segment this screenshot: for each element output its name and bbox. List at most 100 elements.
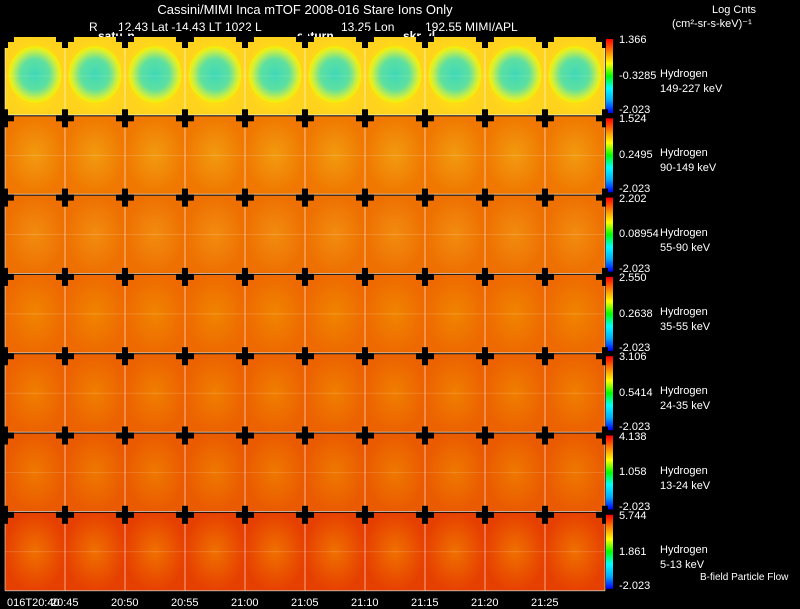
intensity-blob xyxy=(128,46,182,103)
species-label: Hydrogen xyxy=(660,68,708,80)
intensity-blob xyxy=(308,46,362,103)
intensity-blob xyxy=(68,46,122,103)
heatmap-frame xyxy=(65,116,125,195)
crosshair-marker xyxy=(2,505,8,524)
crosshair-marker xyxy=(242,426,248,445)
colorbar-min-label: -2.023 xyxy=(619,341,651,354)
x-tick-label: 21:15 xyxy=(411,597,439,609)
x-tick-label: 21:00 xyxy=(231,597,259,609)
footer-note: B-field Particle Flow xyxy=(700,572,789,583)
crosshair-marker xyxy=(482,426,488,445)
crosshair-marker xyxy=(542,109,548,128)
crosshair-marker xyxy=(62,426,68,445)
crosshair-marker xyxy=(302,30,308,48)
crosshair-marker xyxy=(242,505,248,524)
heatmap-frame xyxy=(545,195,605,274)
crosshair-marker xyxy=(602,30,608,48)
colorbar xyxy=(606,356,613,431)
crosshair-marker xyxy=(422,426,428,445)
species-label: Hydrogen xyxy=(660,226,708,239)
heatmap-frame xyxy=(365,274,425,353)
crosshair-marker xyxy=(422,267,428,286)
crosshair-marker xyxy=(242,30,248,48)
chart-title: Cassini/MIMI Inca mTOF 2008-016 Stare Io… xyxy=(157,2,453,17)
colorbar xyxy=(606,276,613,351)
intensity-blob xyxy=(368,46,422,103)
x-tick-label: 20:50 xyxy=(111,597,139,609)
heatmap-frame xyxy=(365,354,425,433)
crosshair-marker xyxy=(122,347,128,366)
colorbar-mid-label: 0.2638 xyxy=(619,307,653,320)
crosshair-marker xyxy=(2,30,8,48)
crosshair-marker xyxy=(422,30,428,48)
crosshair-marker xyxy=(182,188,188,207)
crosshair-marker xyxy=(362,505,368,524)
energy-label: 35-55 keV xyxy=(660,320,711,333)
crosshair-marker xyxy=(602,347,608,366)
energy-label: 149-227 keV xyxy=(660,83,723,95)
mimi-readout: 192.55 MIMI/APL xyxy=(425,20,518,34)
crosshair-marker xyxy=(362,426,368,445)
species-label: Hydrogen xyxy=(660,543,708,556)
crosshair-marker xyxy=(362,347,368,366)
heatmap-frame xyxy=(65,354,125,433)
crosshair-marker xyxy=(2,347,8,366)
colorbar-mid-label: 0.08954 xyxy=(619,228,659,241)
crosshair-marker xyxy=(542,30,548,48)
energy-label: 13-24 keV xyxy=(660,479,711,492)
heatmap-frame xyxy=(305,354,365,433)
crosshair-marker xyxy=(182,505,188,524)
crosshair-marker xyxy=(542,347,548,366)
heatmap-frame xyxy=(245,195,305,274)
crosshair-marker xyxy=(122,505,128,524)
heatmap-frame xyxy=(125,512,185,591)
heatmap-frame xyxy=(545,433,605,512)
crosshair-marker xyxy=(62,109,68,128)
colorbar-min-label: -2.023 xyxy=(619,104,651,116)
heatmap-frame xyxy=(305,195,365,274)
heatmap-frame xyxy=(545,274,605,353)
crosshair-marker xyxy=(182,109,188,128)
crosshair-marker xyxy=(482,347,488,366)
crosshair-marker xyxy=(62,347,68,366)
crosshair-marker xyxy=(542,426,548,445)
heatmap-frame xyxy=(305,116,365,195)
heatmap-frame xyxy=(305,512,365,591)
colorbar xyxy=(606,514,613,589)
colorbar-mid-label: 1.058 xyxy=(619,466,647,479)
heatmap-frame xyxy=(65,274,125,353)
colorbar-max-label: 1.366 xyxy=(619,34,647,46)
crosshair-marker xyxy=(482,109,488,128)
heatmap-frame xyxy=(425,512,485,591)
crosshair-marker xyxy=(602,188,608,207)
crosshair-marker xyxy=(62,30,68,48)
heatmap-frame xyxy=(125,354,185,433)
heatmap-frame xyxy=(425,195,485,274)
crosshair-marker xyxy=(302,505,308,524)
heatmap-frame xyxy=(185,195,245,274)
heatmap-frame xyxy=(485,433,545,512)
crosshair-marker xyxy=(362,267,368,286)
heatmap-frame xyxy=(5,433,65,512)
heatmap-frame xyxy=(5,195,65,274)
intensity-blob xyxy=(188,46,242,103)
crosshair-marker xyxy=(422,505,428,524)
heatmap-frame xyxy=(5,116,65,195)
heatmap-frame xyxy=(365,116,425,195)
crosshair-marker xyxy=(542,188,548,207)
heatmap-frame xyxy=(65,195,125,274)
crosshair-marker xyxy=(302,188,308,207)
heatmap-frame xyxy=(485,116,545,195)
heatmap-frame xyxy=(65,512,125,591)
crosshair-marker xyxy=(62,267,68,286)
crosshair-marker xyxy=(362,109,368,128)
crosshair-marker xyxy=(482,267,488,286)
crosshair-marker xyxy=(542,267,548,286)
crosshair-marker xyxy=(2,267,8,286)
crosshair-marker xyxy=(302,109,308,128)
intensity-blob xyxy=(428,46,482,103)
heatmap-frame xyxy=(5,274,65,353)
crosshair-marker xyxy=(362,30,368,48)
x-tick-label: 21:20 xyxy=(471,597,499,609)
crosshair-marker xyxy=(542,505,548,524)
